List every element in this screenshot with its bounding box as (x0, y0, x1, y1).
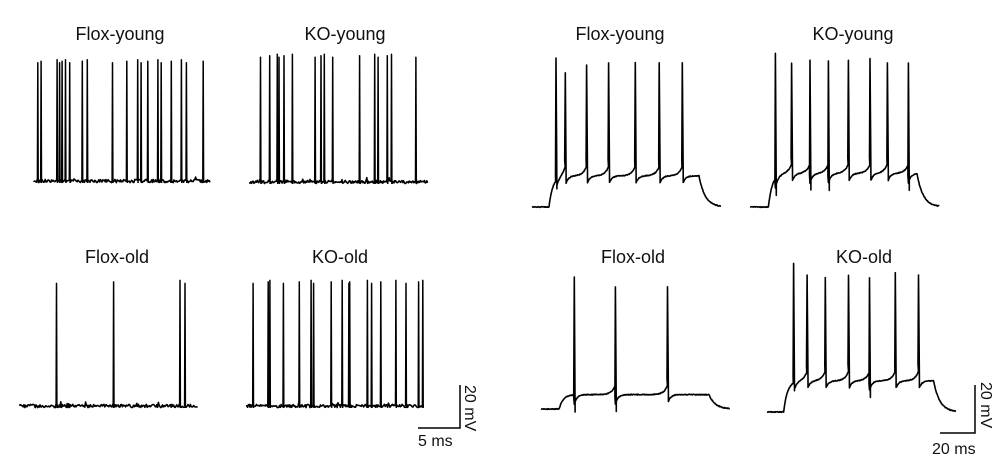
evoked-trace-ko-old (766, 262, 957, 414)
spike-spontaneous-ko-young (358, 55, 361, 185)
spike-spontaneous-flox-young (136, 59, 139, 184)
spike-spontaneous-flox-young (156, 59, 160, 184)
spike-spontaneous-flox-young (185, 62, 188, 184)
spike-spontaneous-flox-young (36, 62, 39, 184)
panel-title-evoked-ko-old: KO-old (836, 247, 892, 267)
spike-spontaneous-flox-young (146, 60, 149, 184)
evoked-trace-flox-young (531, 57, 722, 209)
spike-spontaneous-flox-young (60, 60, 64, 184)
spike-spontaneous-flox-young (202, 60, 205, 184)
panel-title-spont-ko-old: KO-old (312, 247, 368, 267)
spike-spontaneous-flox-young (64, 59, 67, 184)
spike-spontaneous-ko-young (390, 53, 393, 185)
spike-spontaneous-flox-young (160, 62, 163, 184)
spike-spontaneous-flox-young (68, 62, 71, 184)
spike-spontaneous-ko-young (414, 56, 418, 185)
scale-bar-spontaneous-time-label: 5 ms (418, 433, 453, 450)
spike-spontaneous-flox-young (180, 59, 183, 184)
spike-spontaneous-flox-young (111, 62, 114, 184)
spike-spontaneous-flox-young (55, 59, 59, 184)
spike-spontaneous-ko-young (386, 55, 389, 185)
spike-spontaneous-ko-young (291, 53, 294, 185)
spike-spontaneous-ko-old (366, 279, 369, 409)
traces-group (19, 52, 957, 414)
spike-spontaneous-ko-young (323, 53, 326, 185)
spike-spontaneous-flox-young (139, 62, 143, 184)
panel-title-spont-flox-old: Flox-old (85, 247, 149, 267)
scale-bar-spontaneous-lines (418, 385, 461, 429)
spike-spontaneous-ko-old (394, 279, 398, 409)
baseline-trace-spontaneous-ko-old (245, 401, 425, 409)
evoked-trace-ko-young (749, 52, 940, 209)
spike-spontaneous-ko-old (267, 281, 270, 409)
spike-spontaneous-flox-young (58, 62, 61, 184)
spike-spontaneous-ko-young (282, 55, 286, 185)
panel-title-spont-flox-young: Flox-young (75, 24, 164, 44)
spike-spontaneous-ko-old (330, 281, 333, 409)
spike-spontaneous-ko-old (404, 282, 408, 409)
spike-spontaneous-ko-old (421, 279, 424, 409)
spike-spontaneous-ko-old (341, 279, 344, 409)
spike-spontaneous-flox-young (81, 60, 84, 184)
scale-bar-spontaneous-voltage-label: 20 mV (461, 385, 478, 432)
spike-spontaneous-ko-old (370, 282, 373, 409)
spike-spontaneous-ko-young (276, 53, 279, 185)
spike-spontaneous-flox-old (178, 279, 182, 409)
spike-spontaneous-flox-old (183, 282, 187, 409)
spike-spontaneous-ko-young (268, 55, 271, 185)
panel-title-evoked-flox-young: Flox-young (575, 24, 664, 44)
spike-spontaneous-ko-young (376, 56, 380, 185)
scale-bar-evoked-time-label: 20 ms (932, 441, 976, 458)
spike-spontaneous-flox-young (39, 60, 43, 184)
spike-spontaneous-flox-young (125, 60, 128, 184)
panel-title-evoked-ko-young: KO-young (812, 24, 893, 44)
spike-spontaneous-ko-old (282, 282, 285, 409)
evoked-trace-flox-old (540, 276, 731, 413)
panel-title-evoked-flox-old: Flox-old (601, 247, 665, 267)
spike-spontaneous-ko-old (417, 281, 420, 409)
spike-spontaneous-ko-young (259, 56, 262, 185)
spike-spontaneous-ko-old (309, 279, 313, 409)
spike-spontaneous-flox-young (170, 60, 173, 184)
spike-spontaneous-ko-young (373, 53, 376, 185)
baseline-trace-spontaneous-flox-old (19, 401, 198, 409)
spike-spontaneous-ko-old (312, 282, 315, 409)
spike-spontaneous-ko-old (298, 281, 301, 409)
scale-bar-spontaneous: 5 ms 20 mV (418, 385, 478, 450)
spike-spontaneous-ko-old (348, 281, 351, 409)
spike-spontaneous-flox-old (55, 282, 58, 409)
spike-spontaneous-ko-old (251, 282, 255, 409)
panel-title-spont-ko-young: KO-young (304, 24, 385, 44)
scale-bar-evoked-voltage-label: 20 mV (977, 382, 994, 429)
scale-bar-evoked-lines (940, 385, 976, 434)
spike-spontaneous-ko-young (319, 55, 323, 185)
spike-spontaneous-flox-young (86, 59, 89, 184)
spike-spontaneous-ko-young (277, 56, 281, 185)
scale-bar-evoked: 20 ms 20 mV (932, 382, 994, 458)
spike-spontaneous-ko-young (331, 56, 334, 185)
spike-spontaneous-ko-old (268, 279, 272, 409)
spike-spontaneous-ko-young (313, 56, 317, 185)
spike-spontaneous-ko-old (379, 281, 382, 409)
spike-spontaneous-flox-old (112, 281, 115, 409)
